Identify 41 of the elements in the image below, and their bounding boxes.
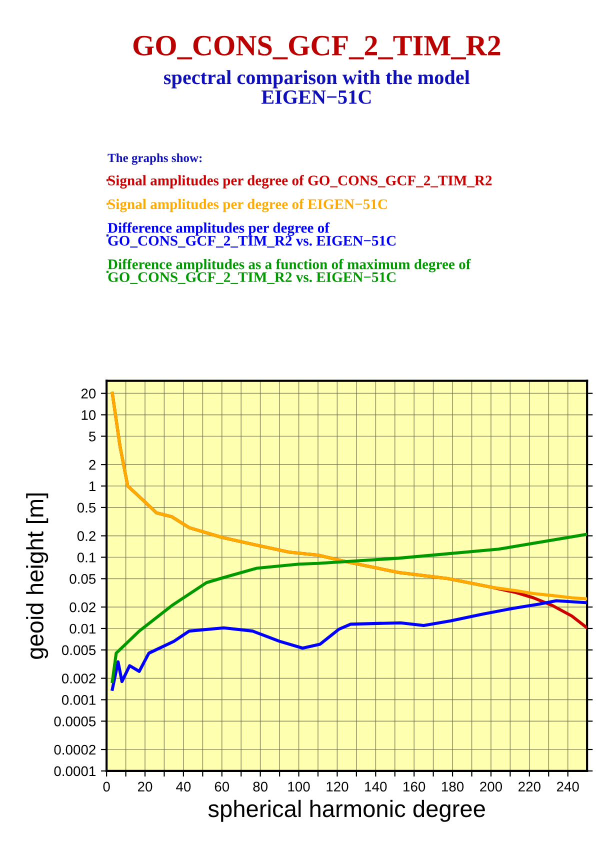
- chart-title: GO_CONS_GCF_2_TIM_R2: [133, 36, 500, 60]
- x-tick-label: 220: [518, 782, 540, 792]
- y-tick-label: 0.0005: [54, 716, 96, 726]
- x-tick-label: 100: [288, 782, 310, 792]
- x-tick-label: 20: [138, 782, 152, 792]
- x-tick-label: 120: [326, 782, 348, 792]
- legend-label: Signal amplitudes per degree of EIGEN−51C: [108, 198, 387, 212]
- x-tick-label: 60: [214, 782, 230, 792]
- y-tick-label: 0.001: [62, 695, 96, 705]
- x-tick-label: 200: [480, 782, 502, 792]
- y-tick-label: 0.002: [62, 674, 96, 684]
- y-tick-label: 0.02: [70, 602, 96, 612]
- x-tick-label: 40: [176, 782, 191, 792]
- x-tick-label: 0: [103, 782, 110, 792]
- y-axis-title: geoid height [m]: [26, 494, 48, 659]
- y-tick-label: 0.1: [77, 552, 96, 562]
- line-series: [110, 599, 588, 691]
- x-axis-title: spherical harmonic degree: [208, 800, 485, 822]
- y-tick-label: 0.5: [77, 502, 96, 513]
- y-tick-label: 2: [89, 460, 96, 470]
- y-tick-label: 5: [88, 432, 96, 442]
- y-tick-label: 0.0002: [54, 744, 96, 755]
- legend-label: Signal amplitudes per degree of GO_CONS_GCF_2_TIM_R2: [108, 175, 492, 189]
- legend-label: Difference amplitudes per degree of GO_CONS_GCF_2_TIM_R2 vs. EIGEN−51C: [108, 222, 396, 248]
- y-tick-label: 0.2: [77, 531, 96, 541]
- y-tick-label: 20: [81, 388, 96, 399]
- y-tick-label: 0.05: [70, 574, 96, 584]
- x-tick-label: 240: [556, 782, 579, 792]
- legend-title: The graphs show:: [108, 153, 202, 165]
- x-tick-label: 180: [442, 782, 464, 792]
- line-series: [110, 532, 588, 684]
- y-tick-label: 1: [89, 481, 96, 492]
- x-tick-label: 140: [365, 782, 387, 792]
- y-tick-label: 0.0001: [54, 766, 96, 776]
- y-tick-label: 0.005: [62, 645, 96, 656]
- x-tick-label: 160: [404, 782, 426, 792]
- legend-label: Difference amplitudes as a function of maximum degree of GO_CONS_GCF_2_TIM_R2 vs. EIGEN−51C: [108, 258, 471, 284]
- chart-subtitle: spectral comparison with the model EIGEN−51C: [164, 70, 470, 104]
- x-tick-label: 80: [253, 782, 268, 792]
- y-tick-label: 10: [82, 410, 96, 420]
- y-tick-label: 0.01: [70, 624, 96, 634]
